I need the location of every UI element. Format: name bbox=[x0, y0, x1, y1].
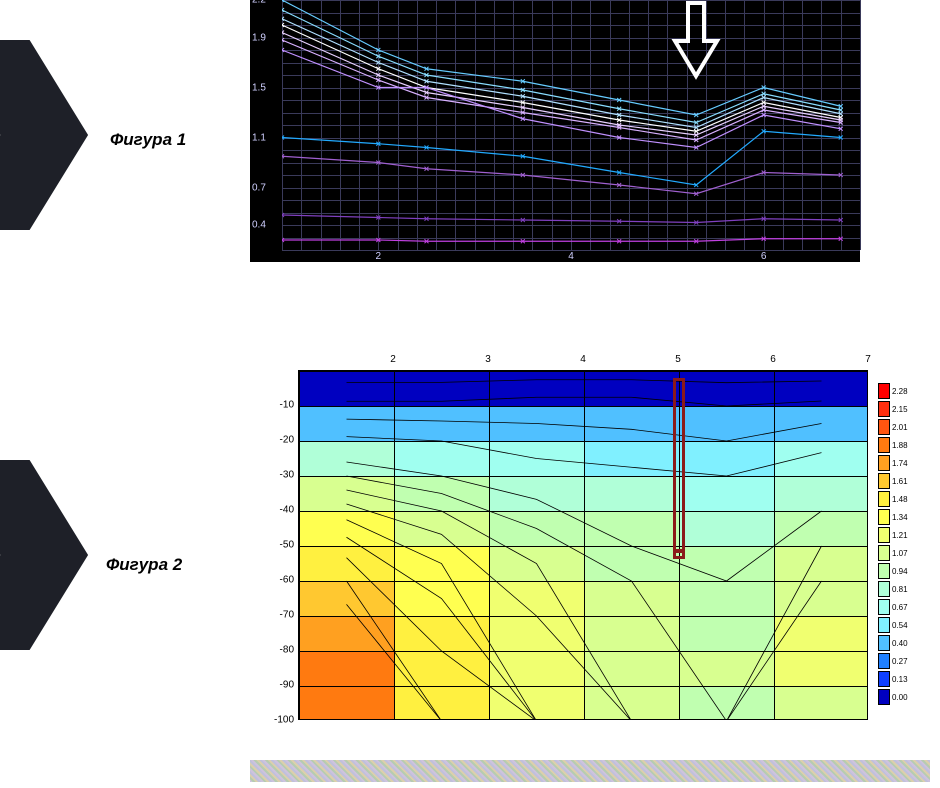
colorbar-entry: 2.28 bbox=[878, 382, 926, 400]
chevron-shape-1 bbox=[0, 40, 90, 230]
colorbar-entry: 0.27 bbox=[878, 652, 926, 670]
figure1-ytick: 0.7 bbox=[252, 182, 266, 193]
figure2-ytick: -90 bbox=[280, 680, 294, 691]
figure1-xtick: 4 bbox=[568, 251, 574, 262]
chevron-shape-2 bbox=[0, 460, 90, 650]
figure1-ytick: 1.5 bbox=[252, 82, 266, 93]
colorbar-entry: 0.81 bbox=[878, 580, 926, 598]
figure2-label: Фигура 2 bbox=[106, 555, 182, 575]
colorbar-entry: 1.88 bbox=[878, 436, 926, 454]
figure2-ytick: -40 bbox=[280, 505, 294, 516]
figure2-plot-area bbox=[298, 370, 868, 720]
colorbar-entry: 0.67 bbox=[878, 598, 926, 616]
figure2-xtick: 3 bbox=[485, 354, 491, 365]
figure1-xtick: 6 bbox=[761, 251, 767, 262]
colorbar-entry: 1.61 bbox=[878, 472, 926, 490]
figure2-ytick: -20 bbox=[280, 435, 294, 446]
colorbar-entry: 1.48 bbox=[878, 490, 926, 508]
figure2-ytick: -60 bbox=[280, 575, 294, 586]
figure2-chart: 2 3 4 5 6 7 -10 -20 -30 -40 -50 -60 -70 -80 -90 -100 2… bbox=[250, 352, 930, 732]
figure2-xtick: 7 bbox=[865, 354, 871, 365]
figure1-chart: 0.4 0.7 1.1 1.5 1.9 2.2 2 4 6 bbox=[250, 0, 860, 262]
figure2-xtick: 5 bbox=[675, 354, 681, 365]
colorbar-entry: 1.21 bbox=[878, 526, 926, 544]
figure1-ytick: 0.4 bbox=[252, 220, 266, 231]
colorbar-entry: 0.13 bbox=[878, 670, 926, 688]
noise-strip bbox=[250, 760, 930, 782]
figure2-ytick: -30 bbox=[280, 470, 294, 481]
colorbar-entry: 1.34 bbox=[878, 508, 926, 526]
figure2-xtick: 4 bbox=[580, 354, 586, 365]
figure2-xtick: 2 bbox=[390, 354, 396, 365]
figure2-xtick: 6 bbox=[770, 354, 776, 365]
colorbar-entry: 1.74 bbox=[878, 454, 926, 472]
figure1-ytick: 2.2 bbox=[252, 0, 266, 6]
figure2-ytick: -100 bbox=[274, 715, 294, 726]
figure2-colorbar: 2.282.152.011.881.741.611.481.341.211.07… bbox=[878, 382, 926, 706]
colorbar-entry: 0.94 bbox=[878, 562, 926, 580]
figure1-label: Фигура 1 bbox=[110, 130, 186, 150]
colorbar-entry: 0.54 bbox=[878, 616, 926, 634]
figure1-xtick: 2 bbox=[376, 251, 382, 262]
figure1-plot-area bbox=[282, 0, 860, 250]
figure2-ytick: -50 bbox=[280, 540, 294, 551]
colorbar-entry: 1.07 bbox=[878, 544, 926, 562]
figure2-ytick: -80 bbox=[280, 645, 294, 656]
colorbar-entry: 0.00 bbox=[878, 688, 926, 706]
figure2-marker-rect bbox=[673, 378, 684, 553]
figure1-ytick: 1.9 bbox=[252, 32, 266, 43]
figure2-ytick: -70 bbox=[280, 610, 294, 621]
colorbar-entry: 2.15 bbox=[878, 400, 926, 418]
colorbar-entry: 0.40 bbox=[878, 634, 926, 652]
figure1-ytick: 1.1 bbox=[252, 132, 266, 143]
colorbar-entry: 2.01 bbox=[878, 418, 926, 436]
figure2-ytick: -10 bbox=[280, 400, 294, 411]
